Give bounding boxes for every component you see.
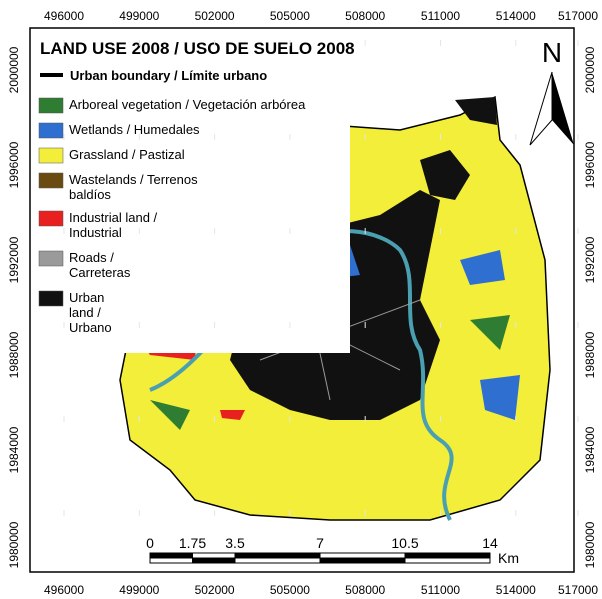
y-coord-label: 1980000 (583, 521, 597, 568)
y-coord-label: 1980000 (7, 521, 21, 568)
y-coord-label: 1984000 (583, 426, 597, 473)
y-coord-label: 1996000 (7, 141, 21, 188)
legend-swatch (39, 211, 63, 226)
scale-segment (320, 553, 405, 558)
scale-label: 10.5 (391, 535, 418, 551)
legend-label: Industrial land / Industrial (69, 210, 199, 240)
map-title: LAND USE 2008 / USO DE SUELO 2008 (40, 39, 355, 58)
x-coord-label: 514000 (496, 583, 536, 597)
x-coord-label: 505000 (270, 9, 310, 23)
y-coord-label: 2000000 (7, 46, 21, 93)
x-coord-label: 508000 (345, 9, 385, 23)
legend-boundary: Urban boundary / Límite urbano (70, 68, 267, 83)
y-coord-label: 1988000 (583, 331, 597, 378)
north-label: N (542, 37, 562, 68)
scale-segment (405, 553, 490, 558)
y-coord-label: 2000000 (583, 46, 597, 93)
y-coord-label: 1992000 (7, 236, 21, 283)
x-coord-label: 499000 (119, 583, 159, 597)
legend-label: Urban land / Urbano (69, 290, 119, 335)
legend-label: Roads / Carreteras (69, 250, 144, 280)
scale-segment (235, 558, 320, 563)
legend-swatch (39, 123, 63, 138)
y-coord-label: 1992000 (583, 236, 597, 283)
legend-swatch (39, 148, 63, 163)
scale-segment (193, 558, 236, 563)
scale-label: 0 (146, 535, 154, 551)
y-coord-label: 1996000 (583, 141, 597, 188)
x-coord-label: 502000 (195, 9, 235, 23)
x-coord-label: 517000 (558, 9, 598, 23)
y-coord-label: 1984000 (7, 426, 21, 473)
legend-swatch (39, 173, 63, 188)
scale-label: 7 (316, 535, 324, 551)
x-coord-label: 511000 (421, 9, 460, 23)
scale-segment (150, 558, 193, 563)
scale-segment (150, 553, 193, 558)
scale-segment (235, 553, 320, 558)
legend-label: Grassland / Pastizal (69, 147, 369, 162)
x-coord-label: 514000 (496, 9, 536, 23)
legend-swatch (39, 291, 63, 306)
map-page: LAND USE 2008 / USO DE SUELO 2008 Urban … (0, 0, 602, 599)
legend-label: Wetlands / Humedales (69, 122, 369, 137)
legend-label: Arboreal vegetation / Vegetación arbórea (69, 97, 369, 112)
x-coord-label: 511000 (421, 583, 460, 597)
y-coord-label: 1988000 (7, 331, 21, 378)
legend-swatch (39, 251, 63, 266)
scale-segment (405, 558, 490, 563)
x-coord-label: 499000 (119, 9, 159, 23)
x-coord-label: 502000 (195, 583, 235, 597)
scale-segment (193, 553, 236, 558)
legend-swatch (39, 98, 63, 113)
x-coord-label: 505000 (270, 583, 310, 597)
scale-unit: Km (498, 550, 519, 566)
scale-label: 1.75 (179, 535, 206, 551)
scale-segment (320, 558, 405, 563)
x-coord-label: 496000 (44, 9, 84, 23)
x-coord-label: 508000 (345, 583, 385, 597)
x-coord-label: 517000 (558, 583, 598, 597)
scale-label: 14 (482, 535, 498, 551)
x-coord-label: 496000 (44, 583, 84, 597)
legend-label: Wastelands / Terrenos baldíos (69, 172, 209, 202)
scale-label: 3.5 (225, 535, 245, 551)
